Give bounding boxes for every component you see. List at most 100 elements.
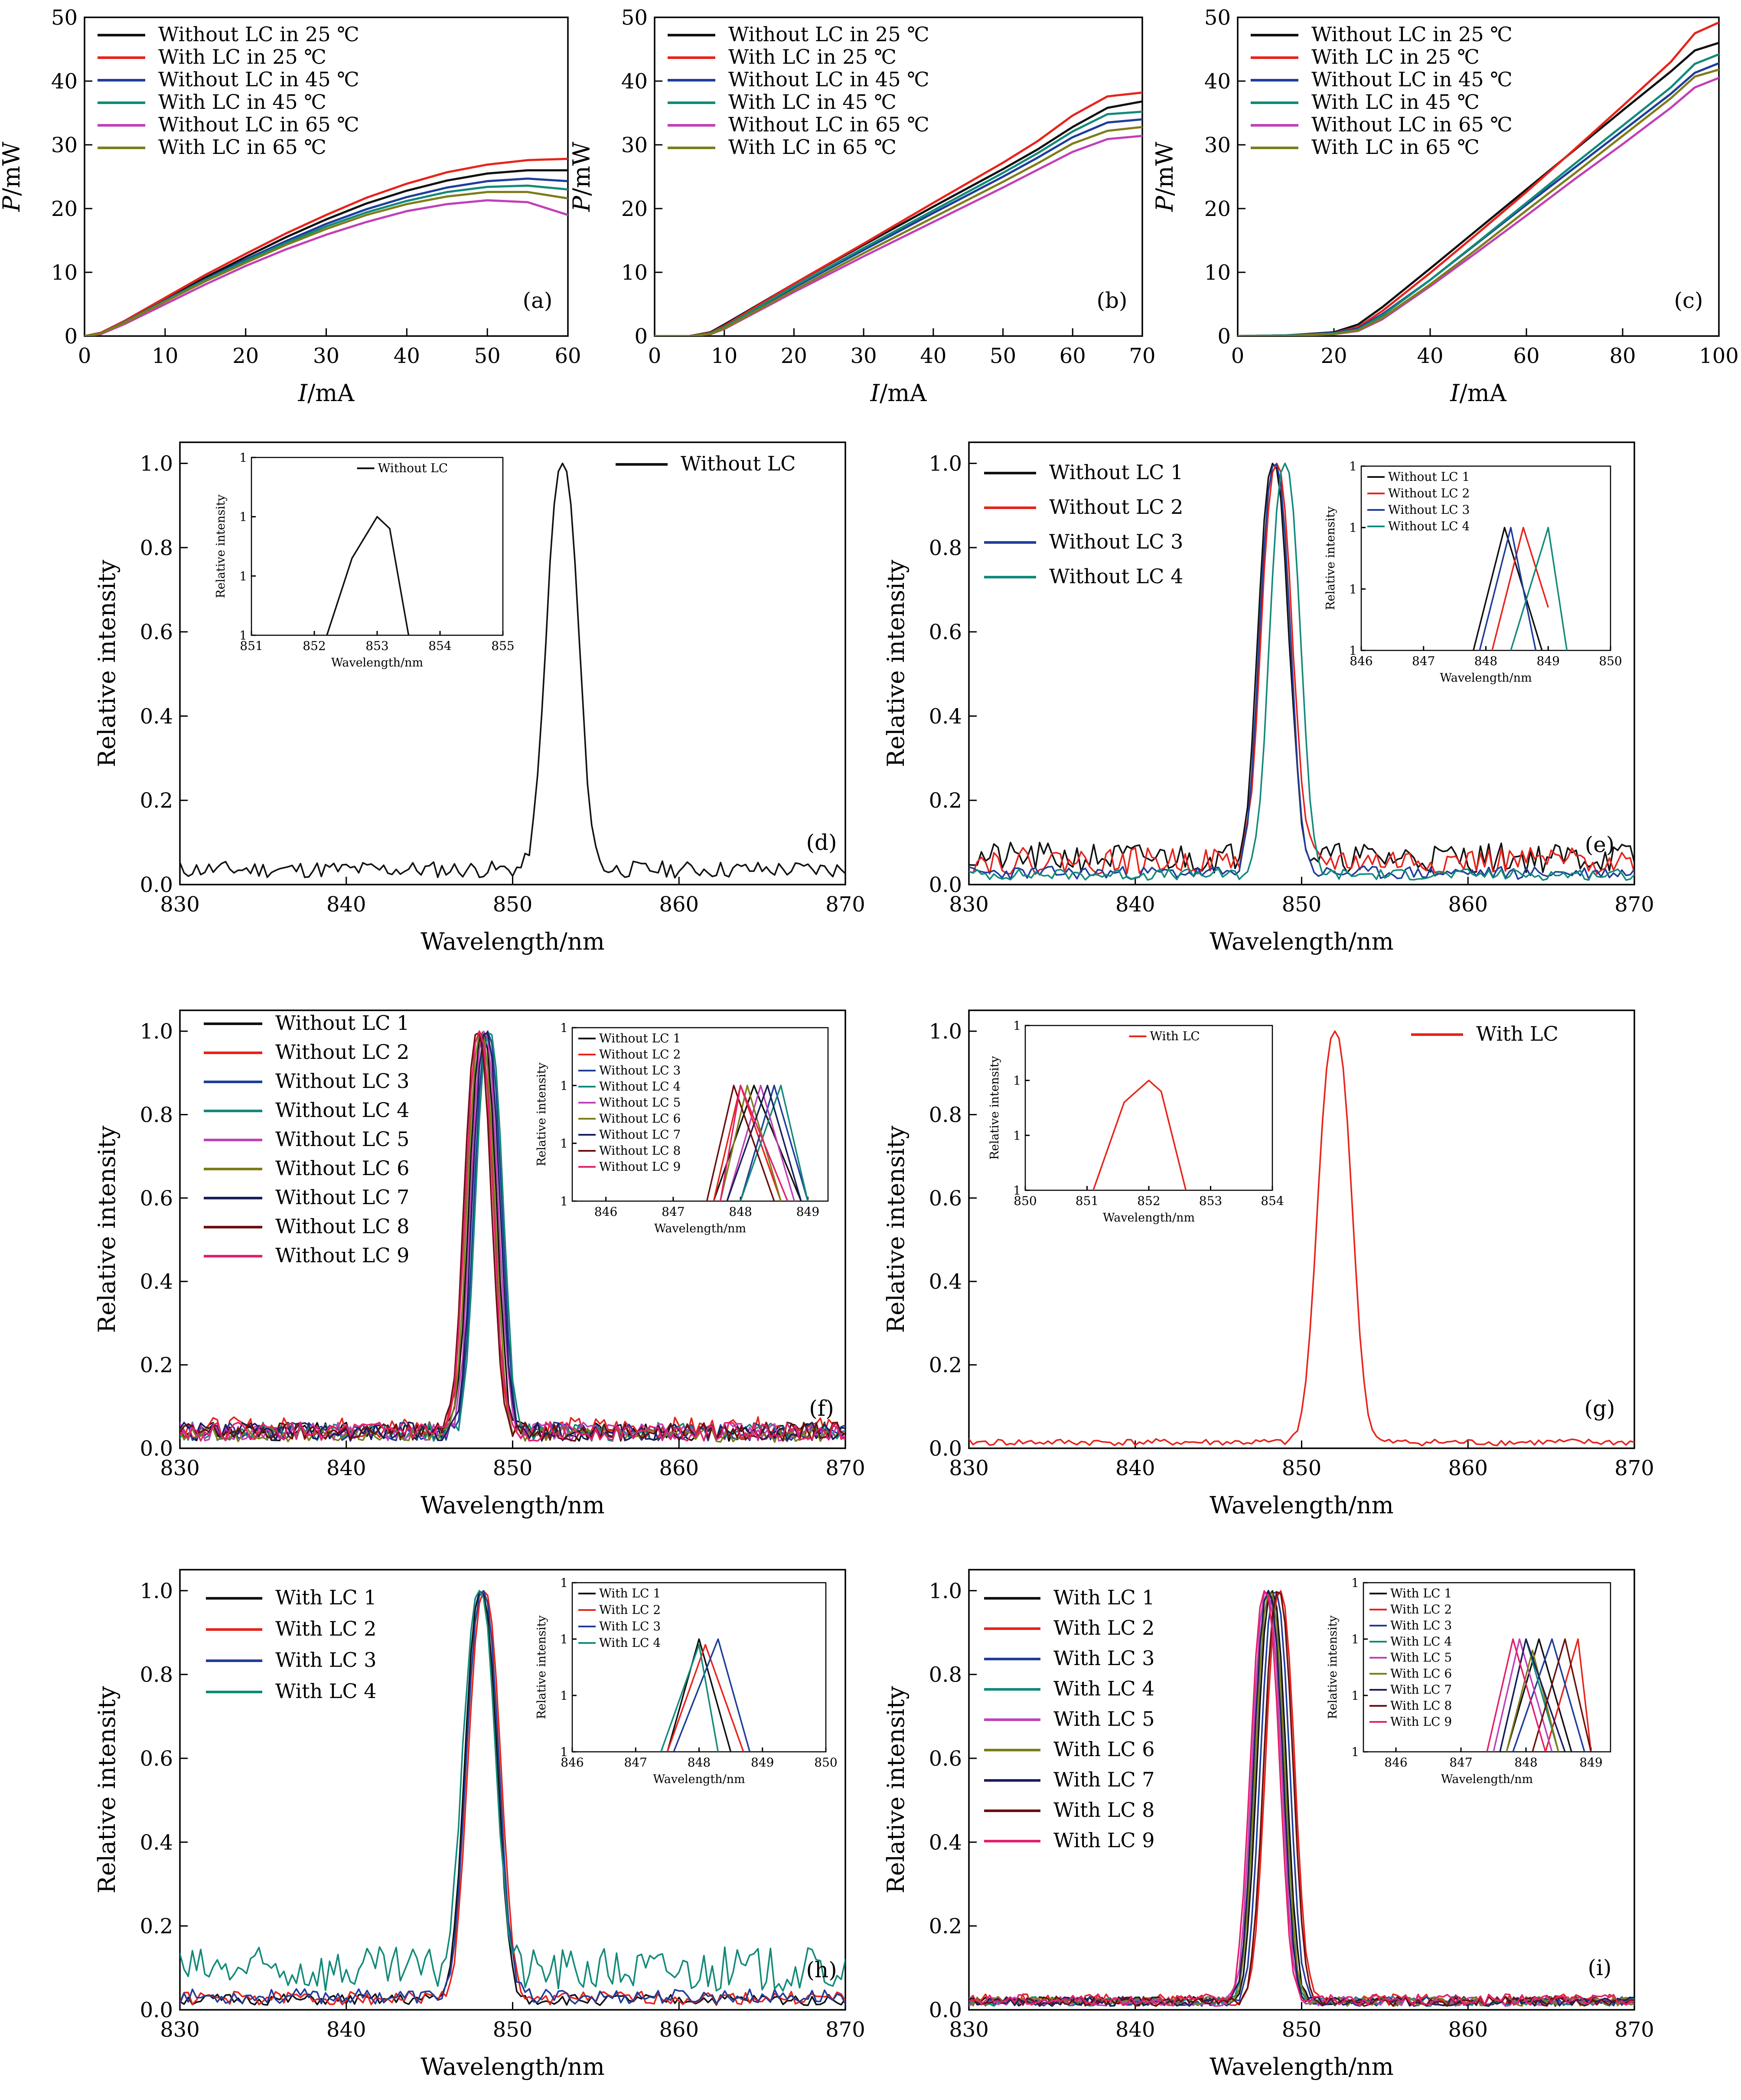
y-tick-label: 0.8 [140, 1103, 173, 1127]
y-axis-unit: /mW [0, 141, 25, 196]
y-axis-unit: /mW [568, 141, 595, 196]
legend-label: Without LC 4 [1049, 565, 1183, 588]
x-tick-label: 870 [1614, 892, 1654, 917]
series-line [969, 1030, 1634, 1447]
y-tick-label: 0.4 [140, 1830, 173, 1855]
inset-frame [1360, 465, 1611, 651]
legend-label: Without LC in 25 ℃ [728, 23, 929, 46]
panel-d: 830 840 850 860 870 0.0 0.2 0.4 0.6 0.8 1.0 Wavelen… [93, 441, 865, 955]
x-tick-label: 10 [152, 344, 178, 368]
legend-label: With LC 4 [1053, 1677, 1155, 1700]
y-axis-label: Relative intensity [882, 1686, 910, 1894]
y-tick-label: 1 [1013, 1019, 1021, 1033]
inset-series-line [1486, 1638, 1546, 1752]
inset-series-group [706, 1084, 809, 1201]
x-tick-label: 860 [659, 892, 699, 917]
y-tick-label: 1 [239, 628, 247, 643]
series-line [180, 1590, 845, 1992]
panel-e: 830 840 850 860 870 0.0 0.2 0.4 0.6 0.8 1.0 Wavelen… [882, 441, 1654, 955]
y-tick-label: 40 [1204, 69, 1231, 94]
y-axis-label: Relative intensity [93, 1686, 121, 1894]
y-tick-label: 1.0 [140, 1579, 173, 1603]
series-group [969, 1030, 1634, 1447]
y-axis-label: P/mW [0, 141, 25, 212]
legend-label: With LC 9 [1053, 1829, 1155, 1852]
x-axis-label: I/mA [298, 379, 355, 407]
x-tick-label: 853 [1199, 1194, 1222, 1208]
inset-e: 846 847 848 849 850 1 1 1 1 Wavelength/nm Relative… [1324, 459, 1622, 685]
x-tick-label: 10 [711, 344, 737, 368]
x-tick-label: 830 [949, 892, 989, 917]
inset-series-line [666, 1644, 744, 1752]
panel-c: 0 20 40 60 80 100 0 10 20 30 40 50 I/mA P/mW Without L… [1151, 6, 1739, 407]
y-tick-label: 1 [1013, 1128, 1021, 1143]
series-group [85, 157, 568, 336]
inset-x-axis-label: Wavelength/nm [1440, 671, 1532, 685]
y-tick-label: 1.0 [929, 1019, 962, 1044]
y-tick-label: 0.8 [929, 536, 962, 560]
series-group [180, 1030, 845, 1443]
plot-frame [654, 16, 1143, 337]
x-tick-label: 850 [1282, 1456, 1322, 1480]
legend-label: Without LC in 45 ℃ [158, 68, 359, 91]
legend-label: Without LC in 65 ℃ [158, 113, 359, 136]
inset-series-line [740, 1084, 809, 1201]
x-tick-label: 846 [1384, 1755, 1407, 1770]
inset-legend-label: With LC 2 [1390, 1602, 1452, 1617]
y-tick-label: 1 [1351, 1688, 1359, 1703]
x-tick-label: 840 [326, 2018, 366, 2042]
legend-label: With LC in 45 ℃ [728, 90, 897, 114]
x-axis-unit: /mA [307, 379, 355, 407]
x-tick-label: 846 [594, 1205, 617, 1219]
y-tick-label: 1 [560, 1688, 568, 1703]
x-tick-label: 840 [326, 1456, 366, 1480]
y-tick-label: 0.8 [929, 1103, 962, 1127]
x-tick-label: 830 [160, 1456, 200, 1480]
inset-legend-label: Without LC 1 [599, 1031, 681, 1045]
inset-legend-label: Without LC 2 [599, 1047, 681, 1061]
x-tick-label: 849 [1579, 1755, 1602, 1770]
legend-label: Without LC 1 [1049, 460, 1183, 484]
legend-label: With LC 8 [1053, 1798, 1155, 1822]
x-tick-label: 851 [240, 639, 263, 653]
x-tick-label: 850 [1599, 654, 1622, 668]
inset-series-group [1473, 526, 1568, 650]
x-tick-label: 830 [160, 2018, 200, 2042]
y-tick-label: 1.0 [929, 452, 962, 476]
legend-label: Without LC 9 [275, 1244, 409, 1267]
legend-label: Without LC [681, 452, 796, 475]
legend-label: With LC in 25 ℃ [728, 45, 897, 69]
y-tick-label: 20 [1204, 197, 1231, 221]
x-tick-label: 847 [1412, 654, 1435, 668]
series-line [180, 462, 845, 879]
x-tick-label: 840 [1115, 1456, 1155, 1480]
y-tick-label: 30 [1204, 133, 1231, 157]
y-tick-label: 0.0 [140, 1437, 173, 1461]
x-tick-label: 60 [1513, 344, 1539, 368]
legend-label: Without LC 5 [275, 1127, 409, 1151]
series-group [180, 462, 845, 879]
inset-series-line [1473, 526, 1543, 650]
x-tick-label: 840 [1115, 2018, 1155, 2042]
y-tick-label: 1.0 [140, 452, 173, 476]
x-tick-label: 849 [1537, 654, 1560, 668]
legend-label: With LC in 65 ℃ [728, 135, 897, 159]
inset-legend-label: With LC 4 [599, 1636, 661, 1650]
y-tick-label: 0.4 [929, 1830, 962, 1855]
inset-series-line [726, 1084, 796, 1201]
x-axis-label: Wavelength/nm [421, 1492, 605, 1519]
legend-label: Without LC 3 [1049, 530, 1183, 553]
inset-legend-label: Without LC 5 [599, 1095, 681, 1110]
x-tick-label: 850 [1282, 2018, 1322, 2042]
y-tick-label: 1 [1351, 1576, 1359, 1590]
legend-label: With LC in 65 ℃ [1311, 135, 1480, 159]
y-axis-unit: /mW [1151, 141, 1178, 196]
inset-legend-label: With LC 1 [1390, 1586, 1452, 1600]
y-tick-label: 1 [560, 1745, 568, 1759]
inset-series-line [1506, 1649, 1559, 1752]
series-line [85, 169, 568, 336]
inset-legend-label: Without LC 3 [599, 1063, 681, 1078]
inset-series-group [1092, 1079, 1187, 1190]
legend-label: With LC in 45 ℃ [1311, 90, 1480, 114]
inset-legend-label: Without LC 6 [599, 1111, 681, 1126]
